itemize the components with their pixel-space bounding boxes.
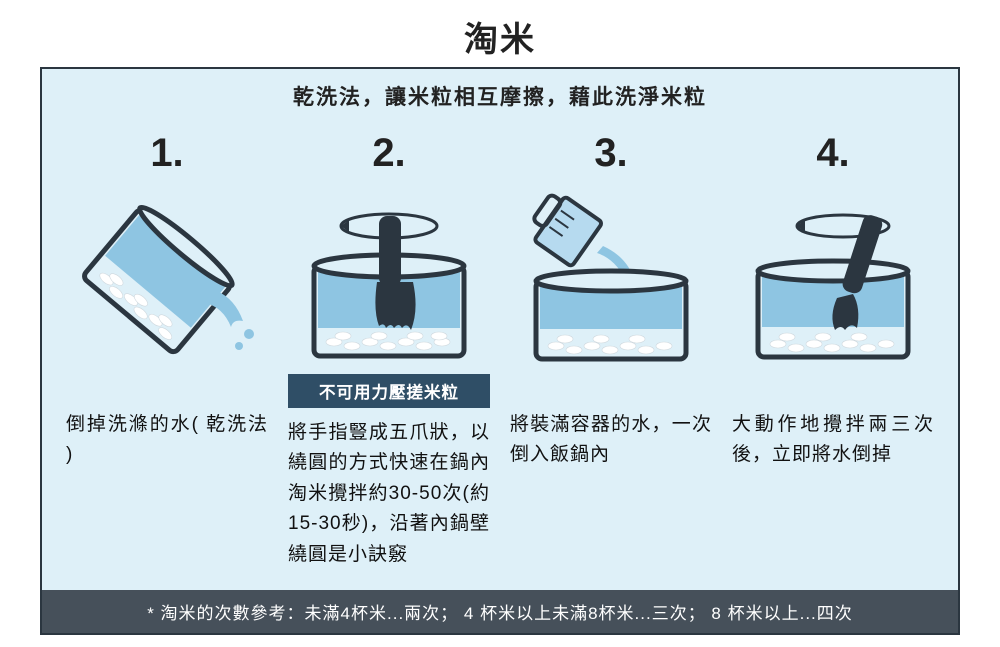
step-illustration: [732, 186, 934, 366]
footnote-bar: * 淘米的次數參考：未滿4杯米...兩次； 4 杯米以上未滿8杯米...三次； …: [42, 590, 958, 633]
step-desc: 大動作地攪拌兩三次後，立即將水倒掉: [732, 410, 934, 471]
tag-spacer: [732, 366, 934, 410]
tag-spacer: [510, 366, 712, 410]
step-number: 4.: [732, 131, 934, 176]
stir-pour-icon: [733, 186, 933, 366]
step-illustration: [66, 186, 268, 366]
step-number: 3.: [510, 131, 712, 176]
step-number: 1.: [66, 131, 268, 176]
step-illustration: [288, 186, 490, 366]
page-title: 淘米: [0, 12, 1000, 61]
step-desc: 倒掉洗滌的水( 乾洗法 ): [66, 410, 268, 471]
step-illustration: [510, 186, 712, 366]
page: 淘米 乾洗法，讓米粒相互摩擦，藉此洗淨米粒 1.: [0, 0, 1000, 647]
cup-pour-icon: [511, 186, 711, 366]
hand-stir-icon: [289, 186, 489, 366]
content-frame: 乾洗法，讓米粒相互摩擦，藉此洗淨米粒 1.: [40, 67, 960, 635]
tilted-pot-icon: [67, 186, 267, 366]
step-number: 2.: [288, 131, 490, 176]
step-desc: 將手指豎成五爪狀，以繞圓的方式快速在鍋內淘米攪拌約30-50次(約15-30秒)…: [288, 418, 490, 570]
step-2: 2.: [288, 131, 490, 570]
step-4: 4.: [732, 131, 934, 570]
step-1: 1.: [66, 131, 268, 570]
step-tag: 不可用力壓搓米粒: [288, 374, 490, 408]
steps-row: 1.: [42, 111, 958, 570]
tag-spacer: [66, 366, 268, 410]
page-subtitle: 乾洗法，讓米粒相互摩擦，藉此洗淨米粒: [42, 81, 958, 111]
step-3: 3.: [510, 131, 712, 570]
step-desc: 將裝滿容器的水，一次倒入飯鍋內: [510, 410, 712, 471]
